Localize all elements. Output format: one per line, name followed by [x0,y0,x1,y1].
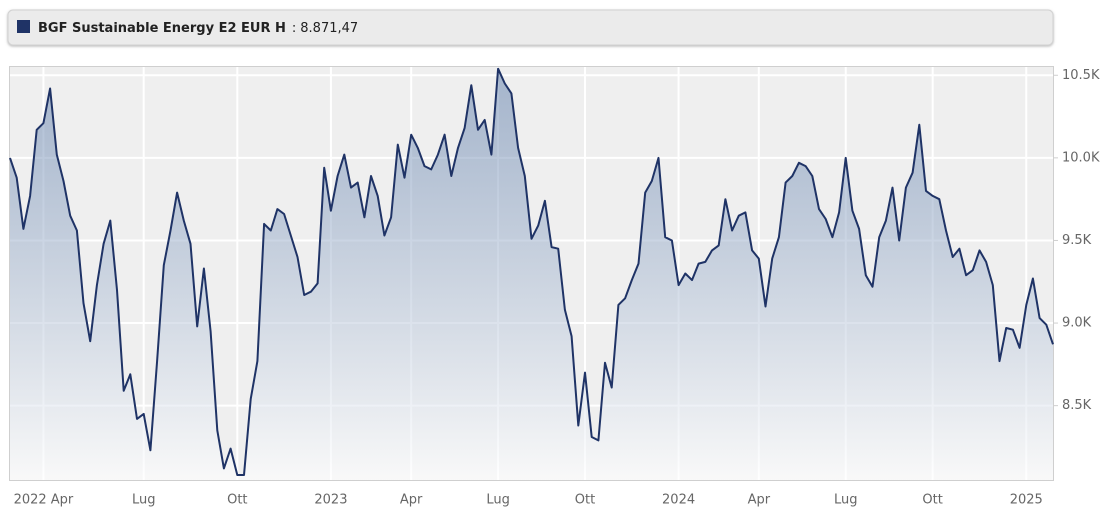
x-tick-label: Lug [486,493,510,508]
legend-separator: : [292,21,296,36]
legend-box [7,9,1054,46]
x-tick-label: 2022 Apr [14,493,74,508]
y-tick-label: 9.5K [1062,233,1092,248]
x-tick-label: 2024 [662,493,695,508]
y-tick-label: 8.5K [1062,398,1092,413]
y-tick-label: 9.0K [1062,316,1092,331]
y-tick-label: 10.5K [1062,68,1100,83]
x-tick-label: Lug [132,493,156,508]
x-tick-label: 2023 [314,493,347,508]
x-tick-label: Ott [227,493,247,508]
x-tick-label: Lug [834,493,858,508]
x-tick-label: Apr [400,493,423,508]
legend-swatch [17,20,30,33]
line [9,67,1054,476]
x-tick-label: Ott [922,493,942,508]
legend-value: 8.871,47 [300,21,358,36]
legend-name: BGF Sustainable Energy E2 EUR H [38,21,286,36]
legend: BGF Sustainable Energy E2 EUR H:8.871,47 [38,21,358,36]
area [10,68,1053,480]
x-tick-label: Ott [575,493,595,508]
x-tick-label: Apr [748,493,771,508]
y-tick-label: 10.0K [1062,150,1100,165]
x-tick-label: 2025 [1010,493,1043,508]
